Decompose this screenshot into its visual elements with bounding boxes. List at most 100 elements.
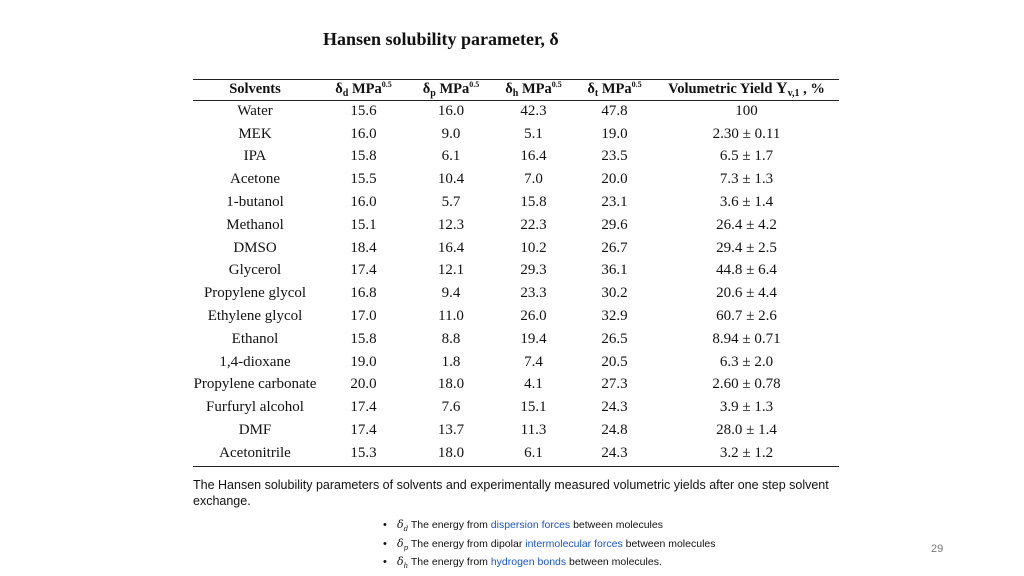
cell-dd: 16.8: [350, 285, 377, 302]
cell-dd: 17.4: [350, 422, 377, 439]
definition-link[interactable]: hydrogen bonds: [490, 556, 567, 568]
definition-subscript: h: [403, 562, 409, 571]
definition-text-after: between molecules: [622, 537, 716, 550]
definition-item: • δh The energy from hydrogen bonds betwe…: [383, 553, 716, 572]
cell-dt: 23.5: [601, 148, 628, 165]
cell-dh: 10.2: [520, 239, 547, 256]
cell-yield: 8.94 ± 0.71: [712, 330, 781, 347]
unit-exponent: 0.5: [551, 80, 562, 89]
table-row: MEK 16.0 9.0 5.1 19.0 2.30 ± 0.11: [193, 123, 839, 146]
cell-dt: 20.0: [601, 171, 628, 188]
col-header-delta-p: δp MPa0.5: [410, 79, 492, 100]
cell-dt: 26.7: [601, 239, 628, 256]
unit: MPa: [439, 81, 470, 97]
cell-dh: 26.0: [520, 308, 547, 325]
cell-yield: 44.8 ± 6.4: [716, 262, 777, 279]
cell-solvent: IPA: [243, 148, 267, 165]
cell-yield: 29.4 ± 2.5: [716, 239, 777, 256]
cell-dp: 13.7: [437, 422, 465, 439]
table-row: Propylene glycol 16.8 9.4 23.3 30.2 20.6 ± 4.…: [193, 282, 839, 305]
cell-dd: 19.0: [350, 353, 377, 370]
table-row: Acetonitrile 15.3 18.0 6.1 24.3 3.2 ± 1.2: [193, 442, 839, 465]
subscript-p: p: [430, 88, 436, 99]
delta-symbol: δ: [505, 81, 513, 97]
definition-text-before: The energy from dipolar: [410, 537, 526, 550]
definition-subscript: d: [403, 525, 409, 534]
table-body: Water 15.6 16.0 42.3 47.8 100 MEK 16.0 9.0 5.1 19.…: [193, 100, 839, 465]
definition-item: • δp The energy from dipolar intermolecul…: [383, 535, 716, 554]
cell-yield: 100: [735, 102, 758, 119]
cell-solvent: Ethylene glycol: [207, 308, 303, 325]
definition-symbol: δh: [397, 555, 409, 571]
subscript-d: d: [342, 88, 349, 99]
cell-dp: 9.0: [441, 125, 461, 142]
cell-yield: 2.60 ± 0.78: [712, 376, 781, 393]
cell-yield: 3.6 ± 1.4: [719, 194, 774, 211]
cell-solvent: Propylene carbonate: [193, 376, 317, 393]
table-row: IPA 15.8 6.1 16.4 23.5 6.5 ± 1.7: [193, 146, 839, 169]
cell-yield: 60.7 ± 2.6: [716, 308, 777, 325]
cell-solvent: Water: [237, 102, 273, 119]
cell-dd: 17.0: [350, 308, 377, 325]
col-header-delta-d: δd MPa0.5: [317, 79, 410, 100]
definition-link[interactable]: dispersion forces: [490, 519, 571, 531]
cell-dd: 15.3: [350, 444, 377, 461]
table-row: DMF 17.4 13.7 11.3 24.8 28.0 ± 1.4: [193, 419, 839, 442]
cell-dd: 15.8: [350, 330, 377, 347]
cell-dh: 16.4: [520, 148, 547, 165]
col-header-delta-h: δh MPa0.5: [492, 79, 575, 100]
cell-dd: 17.4: [350, 262, 377, 279]
cell-dp: 8.8: [441, 330, 461, 347]
cell-solvent: 1-butanol: [226, 194, 284, 211]
cell-yield: 3.9 ± 1.3: [719, 399, 774, 416]
slide-title: Hansen solubility parameter, δ: [323, 29, 559, 49]
table-row: Furfuryl alcohol 17.4 7.6 15.1 24.3 3.9 ± 1.3: [193, 396, 839, 419]
cell-dt: 24.8: [601, 422, 628, 439]
parameter-definitions-list: • δd The energy from dispersion forces be…: [383, 516, 716, 572]
cell-dd: 15.8: [350, 148, 377, 165]
subscript-h: h: [512, 88, 519, 99]
definition-text-before: The energy from: [410, 519, 491, 531]
cell-dd: 15.1: [350, 216, 377, 233]
subscript-t: t: [594, 88, 599, 99]
cell-dt: 27.3: [601, 376, 628, 393]
cell-dh: 23.3: [520, 285, 547, 302]
table-row: DMSO 18.4 16.4 10.2 26.7 29.4 ± 2.5: [193, 237, 839, 260]
cell-dt: 24.3: [601, 399, 628, 416]
yield-subscript: v,1: [787, 88, 800, 99]
cell-dt: 36.1: [601, 262, 628, 279]
delta-symbol: δ: [397, 536, 404, 550]
page-number: 29: [931, 543, 944, 555]
col-header-volumetric-yield: Volumetric Yield Yv,1 , %: [654, 79, 839, 100]
definition-link[interactable]: intermolecular forces: [525, 537, 623, 550]
table-row: Water 15.6 16.0 42.3 47.8 100: [193, 100, 839, 123]
cell-yield: 6.5 ± 1.7: [719, 148, 774, 165]
cell-yield: 26.4 ± 4.2: [716, 216, 777, 233]
cell-dd: 18.4: [350, 239, 377, 256]
unit: MPa: [601, 81, 632, 97]
cell-dh: 6.1: [524, 444, 543, 461]
delta-symbol: δ: [587, 81, 595, 97]
cell-yield: 28.0 ± 1.4: [716, 422, 777, 439]
yield-symbol: Y: [776, 80, 788, 97]
table-row: Propylene carbonate 20.0 18.0 4.1 27.3 2.60 ±…: [193, 374, 839, 397]
cell-dh: 19.4: [520, 330, 547, 347]
cell-solvent: DMF: [238, 422, 272, 439]
table-top-rule: [193, 79, 839, 80]
cell-dp: 11.0: [438, 308, 464, 325]
cell-dp: 12.3: [437, 216, 465, 233]
yield-label: Volumetric Yield: [668, 81, 773, 97]
table-row: Acetone 15.5 10.4 7.0 20.0 7.3 ± 1.3: [193, 168, 839, 191]
cell-solvent: Acetone: [230, 171, 280, 188]
cell-dh: 15.1: [520, 399, 547, 416]
cell-yield: 7.3 ± 1.3: [719, 171, 774, 188]
cell-dp: 10.4: [437, 171, 465, 188]
definition-symbol: δd: [397, 518, 409, 534]
cell-dt: 19.0: [601, 125, 628, 142]
cell-dt: 20.5: [601, 353, 628, 370]
table-row: Ethanol 15.8 8.8 19.4 26.5 8.94 ± 0.71: [193, 328, 839, 351]
table-bottom-rule: [193, 466, 839, 467]
cell-yield: 3.2 ± 1.2: [719, 444, 774, 461]
cell-dd: 16.0: [350, 125, 377, 142]
definition-text-before: The energy from: [410, 556, 491, 568]
